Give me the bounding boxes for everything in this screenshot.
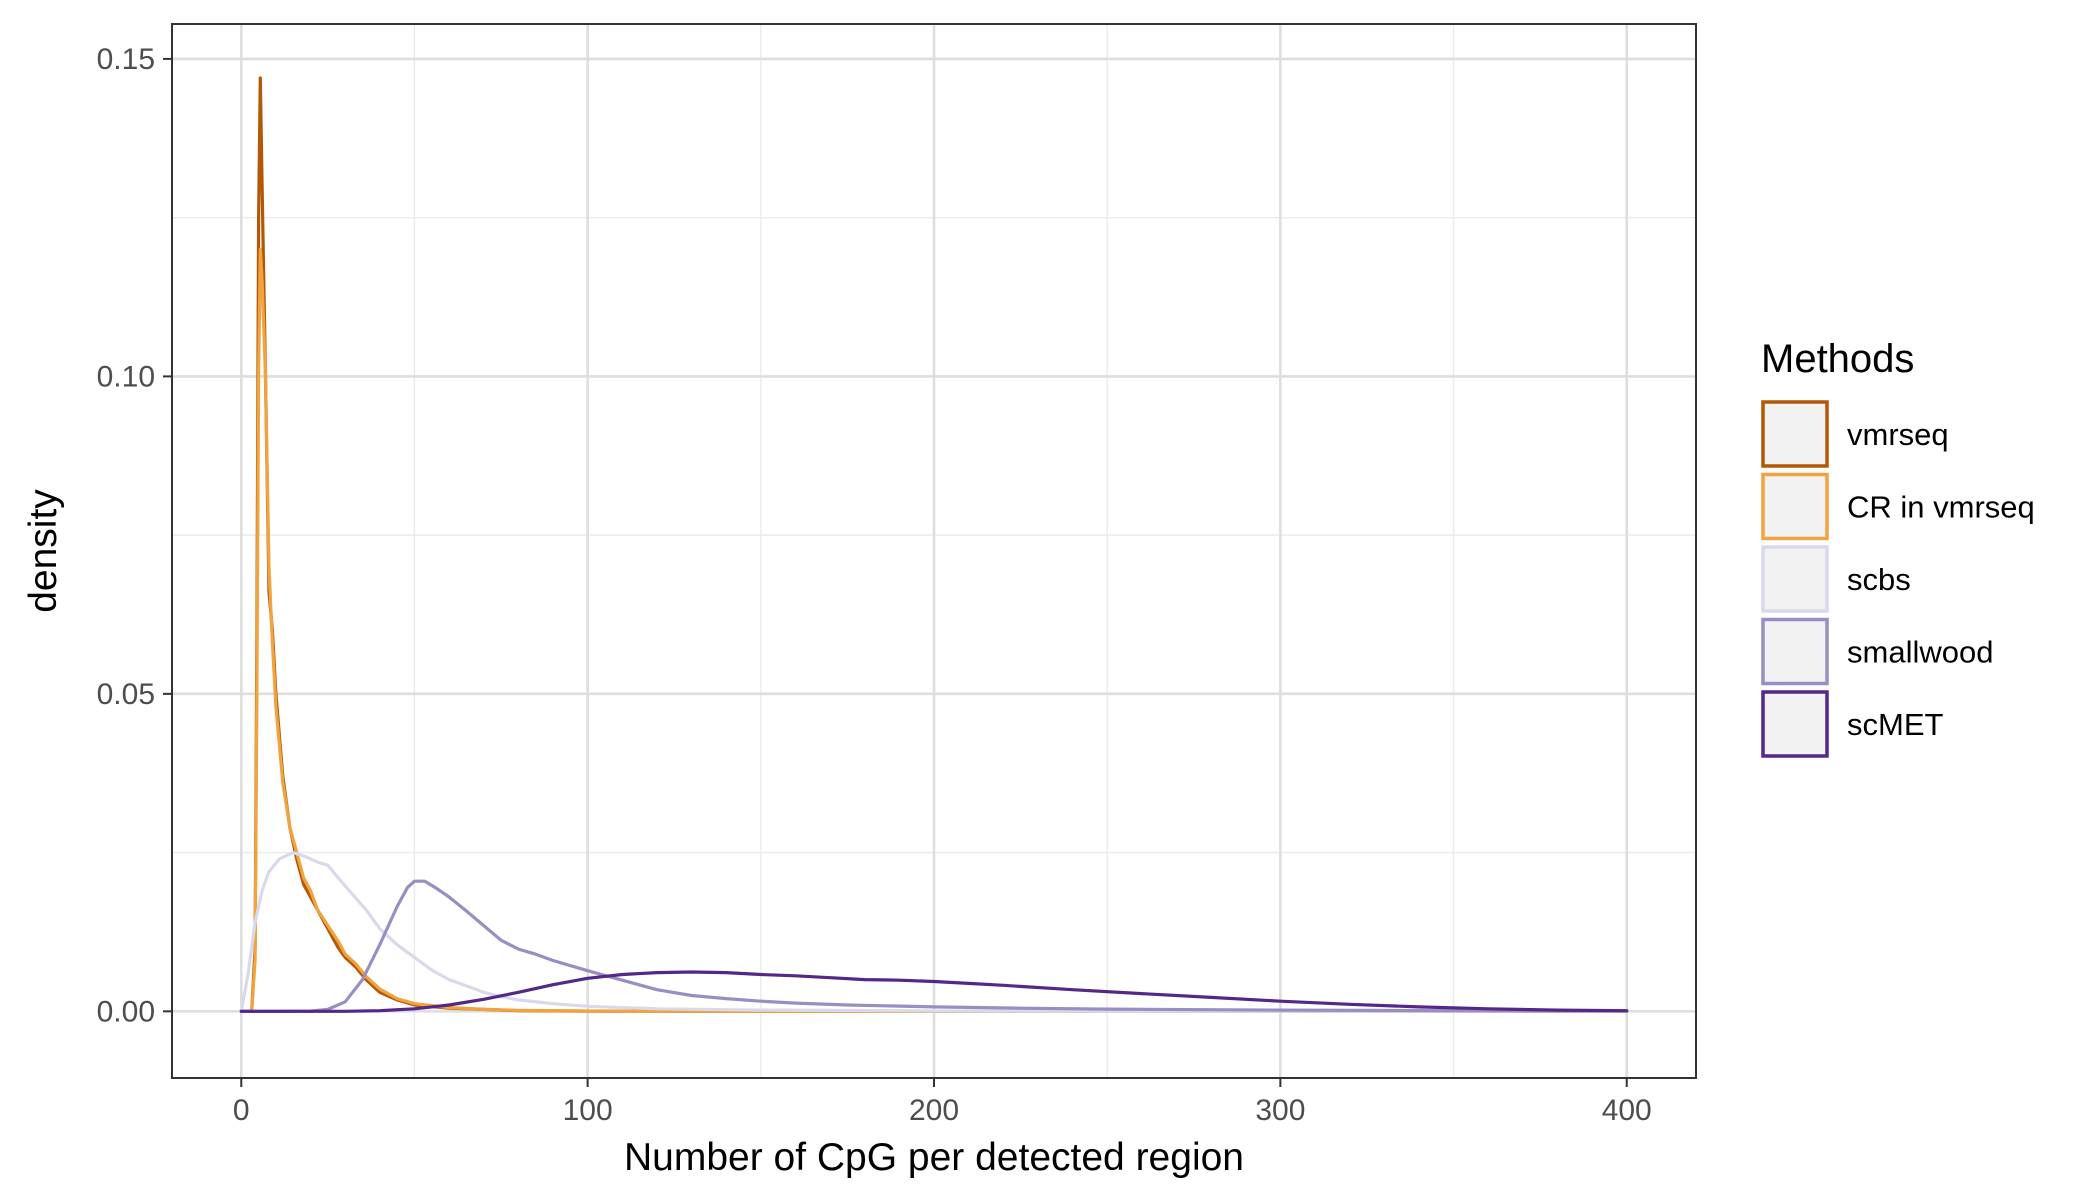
series-line-smallwood [239, 879, 1629, 1013]
x-tick-label: 300 [1255, 1094, 1305, 1127]
x-tick-label: 400 [1602, 1094, 1652, 1127]
x-tick-label: 200 [909, 1094, 959, 1127]
series-line-scbs [239, 851, 1629, 1013]
x-tick-label: 0 [233, 1094, 250, 1127]
legend-key-scmet [1761, 690, 1829, 758]
legend-key-scbs [1761, 545, 1829, 613]
y-tick-label: 0.10 [97, 360, 155, 393]
series-line-scmet [239, 970, 1629, 1013]
series-line-cr-in-vmrseq [239, 247, 1629, 1013]
y-tick-label: 0.00 [97, 995, 155, 1028]
legend-label-vmrseq: vmrseq [1847, 417, 1949, 452]
legend-key-smallwood [1761, 617, 1829, 686]
legend-label-scbs: scbs [1847, 562, 1911, 597]
legend-label-smallwood: smallwood [1847, 635, 1993, 670]
y-tick-label: 0.15 [97, 43, 155, 76]
x-tick-label: 100 [563, 1094, 613, 1127]
legend-key-cr-in-vmrseq [1761, 472, 1829, 541]
legend-label-scmet: scMET [1847, 707, 1944, 742]
grid-lines [172, 24, 1696, 1078]
legend-title: Methods [1761, 337, 1914, 381]
legend-key-vmrseq [1761, 400, 1829, 468]
axes: 0 100 200 300 400 0.00 0.05 0.10 0.15 [97, 43, 1652, 1127]
y-tick-label: 0.05 [97, 678, 155, 711]
series-lines [239, 76, 1629, 1013]
x-axis-title: Number of CpG per detected region [624, 1136, 1244, 1179]
y-axis-title: density [22, 489, 65, 613]
legend-label-cr-in-vmrseq: CR in vmrseq [1847, 490, 2035, 525]
legend: Methods vmrseq CR in vmrseq scbs smallwood s… [1761, 337, 2035, 758]
